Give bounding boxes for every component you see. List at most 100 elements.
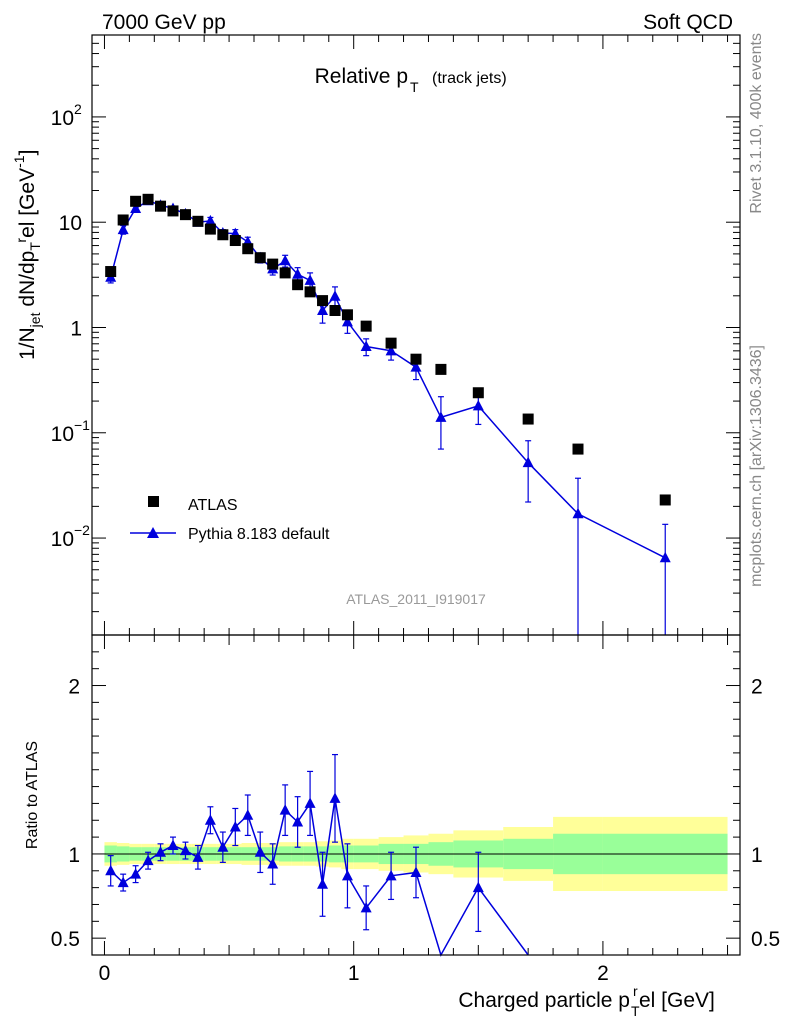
pythia-point	[410, 361, 422, 372]
pythia-point	[304, 274, 316, 285]
pythia-point	[130, 202, 142, 213]
atlas-point	[522, 413, 534, 425]
pythia-point	[341, 315, 353, 327]
main-y-tick-label: 10	[51, 528, 74, 551]
pythia-point	[279, 254, 291, 266]
ratio-axes-ticks: 2 2 1 1 0.5 0.5 0 1 2	[51, 634, 780, 985]
main-series	[105, 193, 671, 635]
x-tick-label: 0	[99, 962, 111, 985]
atlas-point	[472, 387, 484, 399]
ratio-point	[360, 901, 372, 913]
atlas-point	[105, 266, 117, 278]
ratio-y-tick-label-right: 2	[751, 676, 763, 699]
ratio-point	[229, 821, 241, 832]
x-axis-label-sup: r	[633, 983, 638, 999]
atlas-point	[155, 200, 167, 212]
pythia-point	[385, 344, 397, 356]
main-title-subscript: T	[410, 79, 419, 95]
mcplots-label: mcplots.cern.ch [arXiv:1306.3436]	[748, 345, 765, 587]
ratio-point	[410, 866, 422, 877]
ratio-series	[105, 753, 529, 957]
ratio-point	[279, 804, 291, 815]
ratio-point	[267, 858, 279, 869]
ratio-point	[304, 797, 316, 808]
ratio-point	[317, 878, 329, 889]
pythia-point	[317, 304, 329, 316]
x-axis-label-main: Charged particle p	[458, 989, 630, 1012]
ratio-frame	[91, 634, 741, 956]
ratio-point	[341, 869, 353, 881]
atlas-point	[117, 214, 129, 226]
analysis-label: ATLAS_2011_I919017	[346, 591, 486, 607]
pythia-point	[360, 340, 372, 351]
x-tick-label: 2	[597, 962, 609, 985]
atlas-point	[317, 295, 329, 307]
main-y-axis-label-text: 1/Njet dN/dpTrel [GeV-1]	[11, 150, 43, 360]
atlas-point	[130, 195, 142, 207]
atlas-point	[385, 337, 397, 349]
x-axis-label-tail: el [GeV]	[639, 989, 715, 1012]
ratio-point	[472, 881, 484, 893]
atlas-point	[254, 252, 266, 264]
atlas-point	[304, 286, 316, 298]
atlas-point	[192, 215, 204, 227]
atlas-point	[360, 320, 372, 332]
ratio-point	[130, 868, 142, 879]
atlas-point	[167, 205, 179, 217]
atlas-point	[242, 243, 254, 255]
x-tick-label: 1	[348, 962, 360, 985]
header-left: 7000 GeV pp	[102, 11, 226, 34]
pythia-point	[204, 214, 216, 226]
main-y-tick-exponent: 2	[74, 101, 82, 117]
legend-pythia-marker	[147, 527, 159, 538]
atlas-point	[179, 209, 191, 221]
ratio-point	[385, 869, 397, 881]
main-y-axis-label: 1/Njet dN/dpTrel [GeV-1]	[11, 150, 43, 360]
ratio-y-tick-label-left: 0.5	[51, 928, 80, 951]
atlas-point	[217, 229, 229, 241]
ratio-point	[105, 864, 117, 876]
ratio-y-tick-label-right: 1	[751, 844, 763, 867]
ratio-point	[242, 809, 254, 820]
rivet-label: Rivet 3.1.10, 400k events	[748, 33, 765, 214]
ratio-y-tick-label-left: 1	[68, 844, 80, 867]
ratio-point	[192, 851, 204, 862]
pythia-point	[117, 223, 129, 235]
ratio-y-tick-label-left: 2	[68, 676, 80, 699]
legend-atlas-marker	[148, 496, 159, 507]
atlas-point	[204, 223, 216, 235]
pythia-point	[659, 551, 671, 563]
header-right: Soft QCD	[643, 11, 733, 34]
main-frame	[91, 34, 741, 636]
ratio-point	[155, 846, 167, 857]
ratio-y-axis-label: Ratio to ATLAS	[24, 741, 41, 849]
ratio-point	[204, 814, 216, 825]
atlas-point	[410, 353, 422, 365]
ratio-point	[254, 846, 266, 857]
atlas-point	[435, 363, 447, 375]
atlas-point	[292, 279, 304, 291]
pythia-point	[472, 399, 484, 411]
atlas-point	[329, 305, 341, 317]
ratio-point	[142, 854, 154, 866]
main-y-tick-exponent: −2	[74, 522, 90, 538]
main-y-tick-exponent: −1	[74, 417, 90, 433]
pythia-point	[435, 411, 447, 422]
atlas-point	[341, 309, 353, 321]
ratio-point	[217, 841, 229, 852]
pythia-point	[292, 268, 304, 279]
main-y-tick-label: 1	[70, 317, 82, 340]
ratio-y-tick-label-right: 0.5	[751, 928, 780, 951]
main-y-tick-label: 10	[51, 107, 74, 130]
atlas-point	[572, 443, 584, 455]
ratio-point	[117, 876, 129, 888]
ratio-panel: 2 2 1 1 0.5 0.5 0 1 2 Ratio to ATLAS	[24, 634, 780, 985]
pythia-point	[329, 290, 341, 301]
pythia-line	[109, 199, 666, 559]
main-title-extra: (track jets)	[432, 70, 507, 87]
main-title: Relative p	[315, 65, 408, 88]
atlas-point	[142, 193, 154, 205]
